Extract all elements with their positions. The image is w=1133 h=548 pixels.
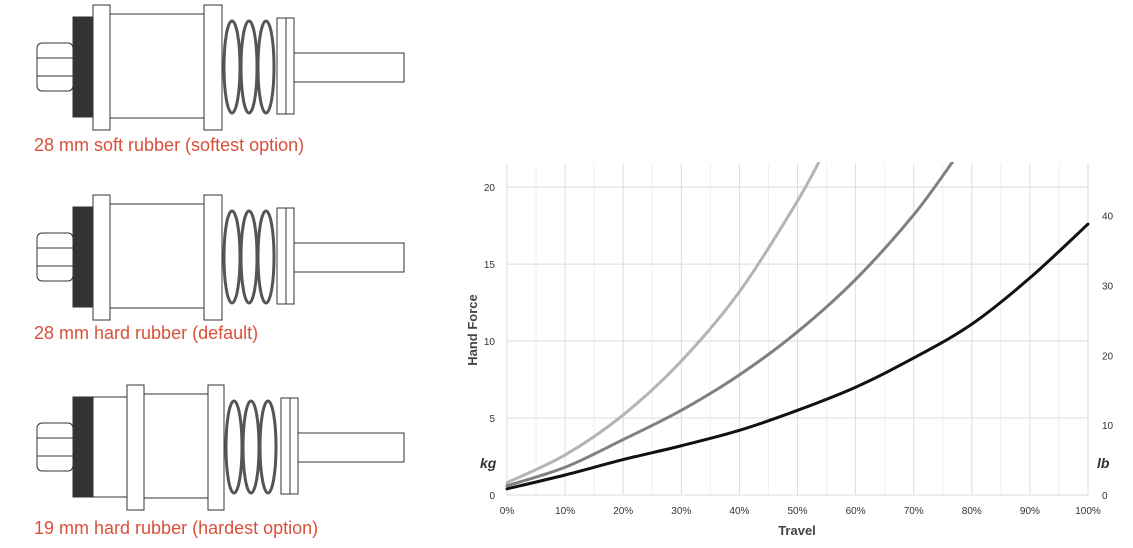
x-tick-label: 0% [500, 506, 515, 517]
left-unit-label: kg [480, 455, 497, 471]
y-tick-label-lb: 0 [1102, 491, 1108, 502]
x-tick-label: 30% [671, 506, 691, 517]
spring [222, 19, 276, 115]
right-unit-label: lb [1097, 455, 1110, 471]
x-tick-labels: 0% 10% 20% 30% 40% 50% 60% 70% 80% 90% 100% [500, 506, 1101, 517]
knurled-knob [72, 16, 94, 118]
y-tick-label-lb: 40 [1102, 212, 1114, 223]
x-tick-label: 80% [962, 506, 982, 517]
series-line-0 [505, 162, 821, 485]
damper-drawing-hardest [36, 384, 405, 511]
y-tick-label-kg: 20 [484, 183, 496, 194]
y-tick-label-kg: 0 [489, 491, 495, 502]
y-tick-label-kg: 5 [489, 414, 495, 425]
flange-left [92, 4, 111, 131]
x-tick-label: 40% [729, 506, 749, 517]
y-tick-label-kg: 15 [484, 260, 496, 271]
hand-force-chart: 0% 10% 20% 30% 40% 50% 60% 70% 80% 90% 100% 0 5 10 15… [465, 162, 1114, 538]
damper-assembly-hardest [0, 380, 420, 515]
x-tick-label: 50% [787, 506, 807, 517]
y-tick-labels-lb: 0 10 20 30 40 [1102, 212, 1114, 502]
chart-grid [506, 164, 1089, 496]
x-tick-label: 60% [846, 506, 866, 517]
caption-hardest-rubber: 19 mm hard rubber (hardest option) [34, 518, 319, 538]
damper-drawing-hard [36, 194, 405, 321]
spring-cap [276, 17, 287, 115]
x-tick-label: 20% [613, 506, 633, 517]
damper-drawing-soft [36, 4, 405, 131]
y-tick-label-lb: 10 [1102, 421, 1114, 432]
series-line-2 [505, 222, 1090, 491]
y-tick-label-lb: 30 [1102, 282, 1114, 293]
x-axis-title: Travel [778, 523, 816, 538]
damper-assembly-soft [0, 0, 420, 135]
caption-soft-rubber: 28 mm soft rubber (softest option) [34, 135, 305, 155]
y-axis-title: Hand Force [465, 294, 480, 366]
damper-body [109, 13, 205, 119]
hex-nut [36, 42, 74, 92]
y-tick-label-kg: 10 [484, 337, 496, 348]
x-tick-label: 70% [904, 506, 924, 517]
series-line-1 [505, 162, 955, 488]
shaft [293, 52, 405, 83]
caption-hard-rubber: 28 mm hard rubber (default) [34, 323, 259, 343]
y-tick-labels-kg: 0 5 10 15 20 [484, 183, 496, 502]
y-tick-label-lb: 20 [1102, 351, 1114, 362]
flange-right [203, 4, 223, 131]
chart-series [505, 162, 1090, 491]
x-tick-label: 90% [1020, 506, 1040, 517]
x-tick-label: 100% [1075, 506, 1101, 517]
x-tick-label: 10% [555, 506, 575, 517]
damper-assembly-hard [0, 190, 420, 325]
